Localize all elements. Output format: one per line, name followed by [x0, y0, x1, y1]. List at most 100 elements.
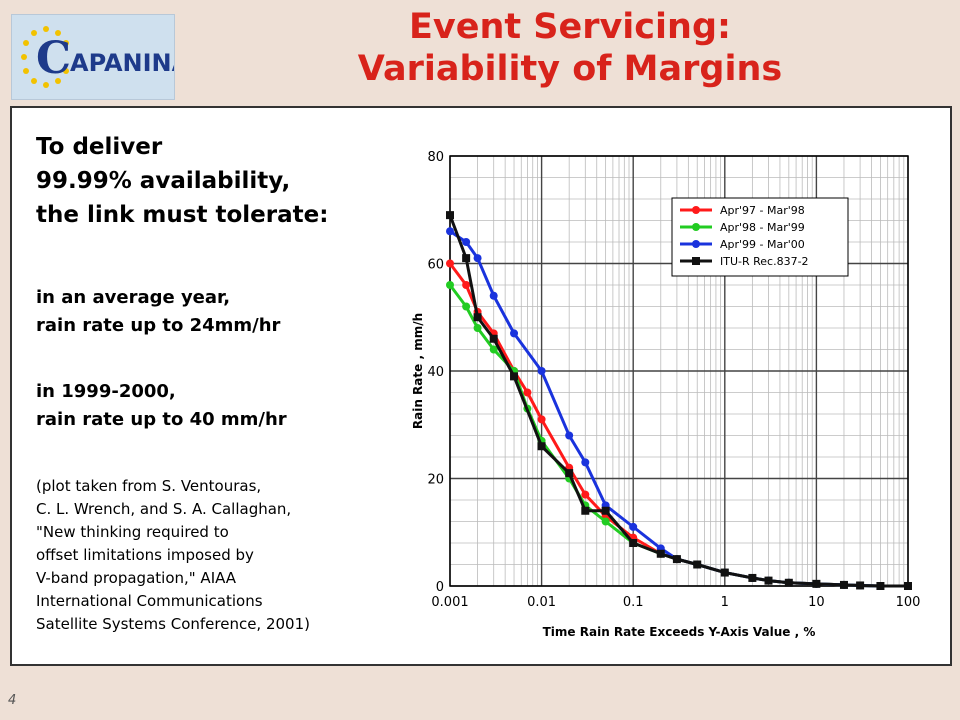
rain-rate-chart: 0.001 0.01 0.1 1 10 100 0 20 40 60 80 Time Rain R… — [411, 150, 920, 639]
data-point — [473, 324, 482, 332]
x-tick-label: 10 — [808, 595, 825, 610]
legend: Apr'97 - Mar'98 Apr'98 - Mar'99 Apr'99 - M… — [671, 197, 849, 277]
data-point — [693, 560, 702, 569]
x-tick-label: 1 — [721, 595, 729, 610]
page-number: 4 — [8, 693, 17, 708]
data-point — [446, 259, 454, 268]
data-point — [764, 576, 773, 585]
data-point — [812, 579, 821, 588]
data-point — [839, 580, 848, 589]
series-line — [448, 262, 908, 588]
y-tick-label: 60 — [427, 258, 444, 273]
series-line — [449, 230, 908, 588]
data-point — [462, 254, 471, 263]
series-1 — [446, 259, 912, 590]
plot-frame — [449, 155, 909, 587]
data-point — [656, 549, 665, 558]
data-point — [904, 582, 912, 590]
legend-swatch-marker — [692, 223, 700, 231]
data-point — [876, 582, 885, 590]
avg-year-line: rain rate up to 24mm/hr — [36, 315, 281, 336]
data-point — [565, 431, 574, 440]
capanina-logo: C APANINA — [11, 14, 191, 100]
citation-line: offset limitations imposed by — [36, 546, 254, 564]
data-point — [581, 490, 590, 499]
data-point — [856, 581, 865, 590]
legend-entry: Apr'99 - Mar'00 — [720, 238, 805, 251]
data-point — [537, 367, 546, 375]
citation-text: (plot taken from S. Ventouras, C. L. Wre… — [36, 475, 310, 636]
x-tick-label: 0.1 — [623, 595, 644, 610]
data-point — [462, 302, 471, 311]
data-point — [581, 506, 590, 515]
data-point — [462, 281, 471, 289]
year-1999-text: in 1999-2000, rain rate up to 40 mm/hr — [36, 378, 287, 434]
data-point — [446, 227, 454, 236]
data-point — [601, 506, 610, 515]
data-point — [601, 517, 610, 526]
data-point — [510, 329, 519, 338]
lead-line: To deliver — [36, 134, 163, 160]
logo-wordmark: APANINA — [70, 49, 174, 77]
data-point — [629, 539, 638, 547]
data-point — [473, 254, 482, 263]
lead-line: 99.99% availability, — [36, 168, 291, 194]
y-tick-label: 80 — [427, 150, 444, 165]
lead-text: To deliver 99.99% availability, the link… — [36, 130, 328, 232]
data-point — [489, 345, 498, 354]
data-point — [473, 313, 482, 322]
capanina-logo-graphic: C APANINA — [12, 15, 191, 99]
y-tick-label: 20 — [427, 473, 444, 488]
data-point — [537, 442, 546, 451]
data-point — [462, 238, 471, 246]
legend-entry: Apr'97 - Mar'98 — [720, 204, 805, 217]
legend-swatch-marker — [692, 240, 700, 248]
legend-entry: ITU-R Rec.837-2 — [720, 255, 809, 268]
data-point — [784, 578, 793, 587]
legend-entry: Apr'98 - Mar'99 — [720, 221, 805, 234]
avg-year-line: in an average year, — [36, 287, 231, 308]
data-point — [489, 334, 498, 343]
y-axis-label: Rain Rate , mm/h — [411, 313, 425, 429]
data-point — [672, 555, 681, 564]
y-tick-label: 0 — [436, 580, 444, 595]
data-point — [629, 522, 638, 531]
data-point — [446, 211, 454, 220]
citation-line: Satellite Systems Conference, 2001) — [36, 615, 310, 633]
average-year-text: in an average year, rain rate up to 24mm… — [36, 284, 280, 340]
x-tick-label: 100 — [896, 595, 921, 610]
series-layer — [446, 211, 912, 590]
legend-swatch-marker — [692, 257, 700, 265]
lead-line: the link must tolerate: — [36, 202, 329, 228]
citation-line: C. L. Wrench, and S. A. Callaghan, — [36, 500, 292, 518]
star-ring-icon — [21, 26, 69, 88]
data-point — [523, 388, 532, 397]
y-tick-label: 40 — [427, 365, 444, 380]
citation-line: "New thinking required to — [36, 523, 229, 541]
citation-line: V-band propagation," AIAA — [36, 569, 237, 587]
slide-title: Event Servicing: Variability of Margins — [240, 6, 900, 90]
data-point — [581, 458, 590, 467]
x-tick-label: 0.001 — [431, 595, 468, 610]
series-3 — [446, 227, 912, 590]
x-tick-label: 0.01 — [527, 595, 556, 610]
x-axis-label: Time Rain Rate Exceeds Y-Axis Value , % — [543, 625, 816, 639]
logo-letter-c: C — [36, 33, 71, 84]
data-point — [537, 415, 546, 424]
citation-line: (plot taken from S. Ventouras, — [36, 477, 262, 495]
year-1999-line: in 1999-2000, — [36, 381, 176, 402]
series-line — [448, 214, 908, 588]
data-point — [446, 281, 454, 289]
y-tick-labels: 0 20 40 60 80 — [427, 150, 444, 595]
data-point — [565, 469, 574, 478]
data-point — [489, 291, 498, 300]
data-point — [748, 573, 757, 582]
title-line-2: Variability of Margins — [357, 49, 783, 89]
citation-line: International Communications — [36, 592, 263, 610]
data-point — [510, 372, 519, 381]
x-tick-labels: 0.001 0.01 0.1 1 10 100 — [431, 595, 920, 610]
data-point — [720, 568, 729, 577]
year-1999-line: rain rate up to 40 mm/hr — [36, 409, 287, 430]
series-4 — [446, 211, 912, 590]
content-panel: To deliver 99.99% availability, the link… — [10, 106, 952, 666]
